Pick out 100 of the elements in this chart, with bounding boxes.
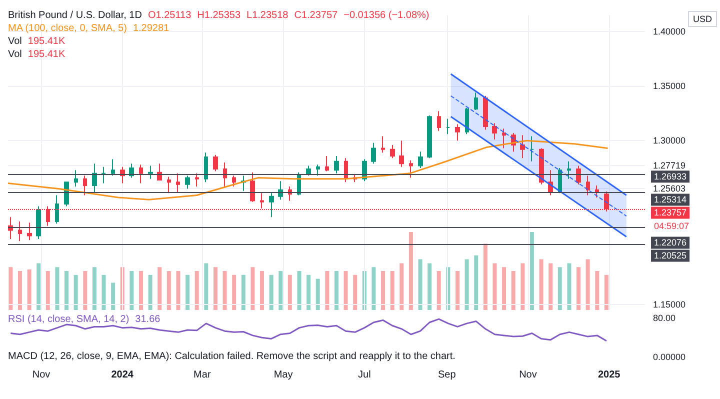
x-tick-label: May	[274, 370, 293, 380]
bar	[325, 271, 330, 310]
candlestick	[418, 151, 423, 168]
annotation: H1.25353	[197, 10, 241, 21]
bar	[64, 271, 69, 310]
bar	[241, 274, 246, 310]
candlestick	[260, 192, 264, 209]
annotation: O1.25113	[148, 10, 192, 21]
bar	[436, 271, 441, 310]
text: 0.00000	[653, 351, 686, 363]
bar	[306, 274, 311, 310]
y-tick-label: 1.27719	[653, 160, 686, 171]
y-tick-label: 1.35000	[653, 81, 686, 92]
candlestick	[390, 144, 395, 159]
candlestick	[27, 222, 32, 241]
bar	[111, 282, 116, 310]
bar	[269, 274, 274, 310]
candlestick	[223, 162, 227, 188]
bar	[166, 271, 171, 310]
bar	[27, 269, 32, 310]
bar	[492, 263, 497, 310]
candlestick	[446, 118, 450, 135]
bar	[18, 271, 22, 310]
text: 04:59:07	[653, 220, 690, 232]
candlestick	[595, 184, 599, 198]
candlestick	[520, 134, 525, 159]
x-tick-label: Nov	[519, 370, 537, 380]
annotation: L1.23518	[246, 10, 288, 21]
bar	[418, 259, 422, 310]
candlestick	[213, 154, 218, 172]
series-label: RSI (14, close, SMA, 14, 2)	[8, 314, 130, 325]
bar	[102, 274, 106, 310]
y-axis-title: USD	[688, 11, 718, 27]
annotation: C1.23757	[294, 10, 338, 21]
y-tick-label: 1.40000	[653, 26, 686, 36]
bar	[604, 274, 608, 310]
text: 195.41K	[28, 36, 66, 47]
text: MA (100, close, 0, SMA, 5)	[8, 23, 127, 34]
candlestick	[502, 128, 506, 149]
text: Vol	[8, 36, 22, 47]
candlestick	[474, 92, 478, 111]
bar	[297, 271, 302, 310]
candlestick	[455, 124, 460, 142]
candlestick	[409, 160, 413, 178]
bar	[502, 267, 506, 310]
candlestick	[139, 164, 143, 184]
candlestick	[36, 206, 41, 240]
x-tick-label: 2024	[111, 370, 134, 380]
candlestick	[278, 180, 283, 200]
bar	[316, 278, 320, 310]
candlestick	[92, 163, 97, 194]
candlestick	[483, 95, 488, 130]
candlestick	[586, 175, 590, 196]
bar	[260, 271, 264, 310]
candlestick	[176, 172, 180, 192]
bar	[455, 271, 460, 310]
x-tick-label: 2025	[598, 370, 621, 380]
bar	[130, 271, 134, 310]
chart-title: British Pound / U.S. Dollar, 1D	[8, 10, 142, 21]
bar	[232, 274, 236, 310]
candlestick	[55, 194, 59, 224]
bar	[194, 271, 199, 310]
candlestick	[465, 107, 469, 135]
candlestick	[576, 165, 581, 185]
x-tick-label: Nov	[32, 370, 50, 380]
candlestick	[195, 172, 199, 188]
ref-line-label: 1.23757	[654, 208, 687, 218]
bar	[83, 271, 88, 310]
text: 80.00	[653, 312, 676, 324]
bar	[334, 271, 338, 310]
candlestick	[371, 142, 376, 164]
bar	[158, 267, 162, 310]
bar	[464, 259, 469, 310]
text: 195.41K	[28, 49, 66, 60]
bar	[250, 267, 255, 310]
bar	[74, 274, 78, 310]
bar	[595, 271, 600, 310]
candlestick	[232, 175, 236, 188]
bar	[408, 232, 413, 310]
bar	[474, 255, 478, 310]
bar	[353, 274, 358, 310]
candlestick	[427, 115, 432, 159]
candlestick	[269, 192, 274, 218]
annotation: 1.29281	[132, 23, 170, 34]
bar	[586, 259, 590, 310]
candlestick	[530, 136, 534, 162]
bar	[530, 232, 534, 310]
bar	[204, 263, 208, 310]
bar	[576, 267, 581, 310]
candlestick	[492, 122, 497, 140]
candlestick	[325, 155, 329, 172]
candlestick	[306, 165, 311, 176]
bar	[400, 263, 404, 310]
candlestick	[111, 158, 115, 176]
bar	[288, 274, 292, 310]
bar	[558, 267, 562, 310]
bar	[381, 271, 386, 310]
candlestick	[250, 172, 255, 202]
candlestick	[204, 152, 208, 183]
text: MACD (12, 26, close, 9, EMA, EMA): Calculation failed. Remove the script and reapply it to the chart.	[8, 351, 456, 363]
